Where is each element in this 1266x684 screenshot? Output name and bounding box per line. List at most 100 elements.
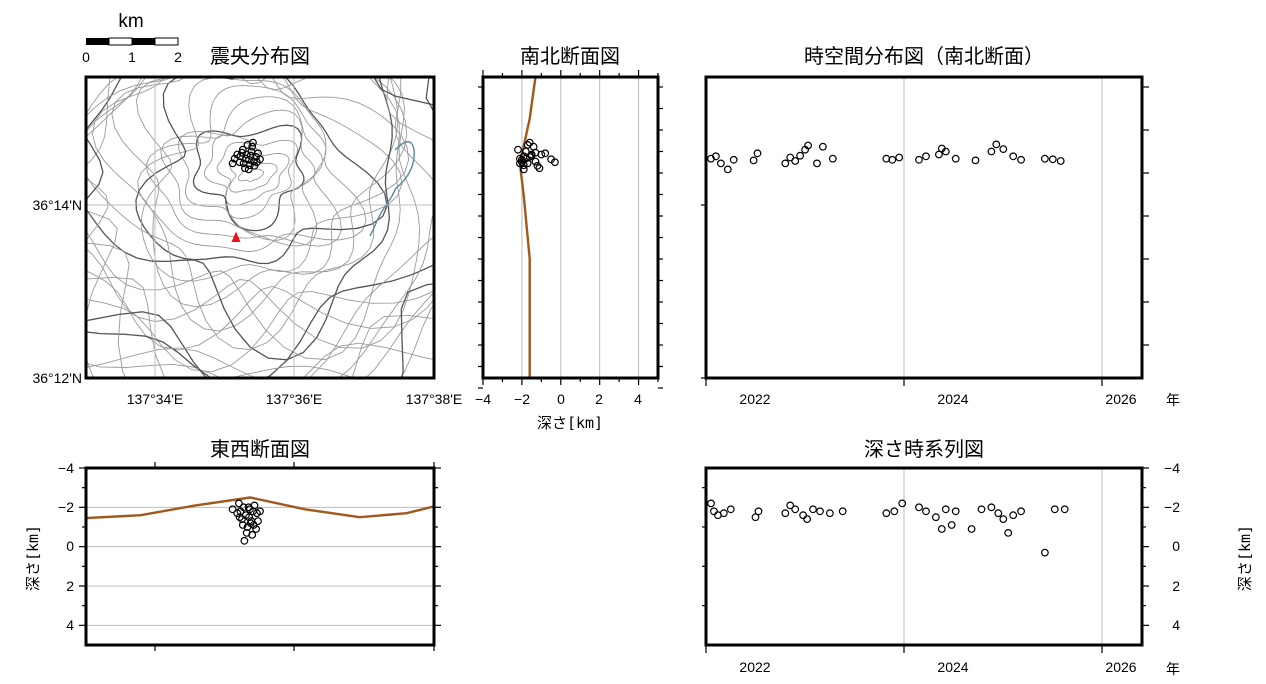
dt-frame: [704, 466, 1144, 647]
st-event-marker: [1017, 155, 1025, 164]
dt-event-marker: [1009, 511, 1018, 520]
ns-event-marker: [516, 159, 524, 168]
dt-event-marker: [937, 525, 946, 533]
depth-time-panel: 深さ時系列図 −4 −2 0 2 4 2022 2024 2026 年 深さ[k…: [702, 437, 1254, 677]
dt-ytick-5: 4: [1172, 617, 1180, 633]
dt-title: 深さ時系列図: [864, 437, 984, 461]
scale-bar-unit: km: [118, 11, 143, 32]
ns-event-marker: [519, 165, 528, 174]
topographic-contours: [86, 77, 434, 378]
st-frame: [704, 75, 1144, 380]
dt-event-marker: [786, 501, 795, 510]
st-event-marker: [828, 154, 837, 163]
ns-event-marker: [531, 157, 540, 166]
contour-line: [145, 85, 342, 247]
st-xtick-1: 2022: [739, 391, 770, 407]
map-title: 震央分布図: [210, 44, 310, 68]
map-event-marker: [238, 145, 247, 154]
scale-bar: km 0 1 2: [82, 11, 182, 65]
map-event-marker: [244, 165, 253, 174]
ns-event-markers: [514, 138, 559, 174]
contour-line: [86, 242, 434, 378]
ew-axis-ticks: [79, 462, 441, 651]
contour-line: [86, 77, 401, 360]
dt-event-markers: [707, 499, 1069, 557]
map-event-marker: [249, 138, 257, 147]
map-event-marker: [248, 142, 257, 151]
ew-event-marker: [254, 517, 262, 525]
epicenter-map-panel: 震央分布図 36°14'N 36°12'N 137°34'E 137°36'E …: [32, 44, 463, 407]
st-event-marker: [791, 157, 800, 165]
map-event-marker: [252, 158, 261, 167]
dt-event-marker: [999, 515, 1008, 523]
dt-event-marker: [781, 509, 790, 518]
st-event-marker: [804, 141, 812, 150]
ns-frame: [481, 75, 660, 380]
dt-event-marker: [898, 499, 907, 508]
st-event-marker: [723, 165, 732, 174]
ew-ylabel: 深さ[km]: [24, 525, 42, 591]
dt-event-marker: [791, 505, 800, 514]
dt-event-marker: [1004, 529, 1013, 537]
ns-xtick-3: 0: [557, 391, 565, 407]
ew-ytick-4: 2: [66, 578, 74, 594]
contour-line: [92, 77, 408, 332]
st-event-marker: [987, 147, 996, 156]
ns-xlabel: 深さ[km]: [537, 414, 603, 432]
st-event-marker: [753, 149, 762, 158]
st-event-marker: [749, 156, 758, 165]
ew-title: 東西断面図: [210, 437, 310, 461]
st-event-marker: [971, 156, 980, 165]
st-event-marker: [813, 159, 821, 168]
contour-line: [302, 342, 434, 378]
contour-line: [351, 314, 434, 378]
st-axis-ticks: [701, 86, 1149, 386]
dt-event-marker: [803, 515, 811, 523]
map-lat-label-2: 36°12'N: [32, 370, 82, 386]
dt-event-marker: [809, 505, 817, 514]
dt-ytick-3: 0: [1172, 538, 1180, 554]
dt-xtick-1: 2022: [739, 659, 770, 675]
contour-line: [86, 77, 421, 349]
st-event-marker: [1056, 157, 1065, 165]
dt-event-marker: [947, 521, 956, 529]
st-event-marker: [1048, 155, 1057, 164]
map-lon-label-3: 137°38'E: [406, 391, 463, 407]
st-event-marker: [915, 155, 923, 164]
dt-event-marker: [726, 505, 735, 514]
st-event-marker: [712, 152, 720, 161]
dt-event-marker: [890, 507, 899, 516]
dt-ylabel: 深さ[km]: [1236, 525, 1254, 591]
ew-event-marker: [234, 499, 243, 508]
contour-line: [86, 210, 434, 378]
contour-line: [137, 77, 367, 253]
dt-ytick-2: −2: [1164, 499, 1180, 515]
ew-ytick-5: 4: [66, 617, 74, 633]
ns-grid: [521, 77, 640, 378]
st-event-marker: [717, 159, 725, 168]
dt-event-marker: [882, 509, 891, 518]
st-event-marker: [1040, 154, 1049, 163]
dt-event-marker: [994, 509, 1003, 518]
ew-event-marker: [243, 523, 252, 531]
st-xtick-2: 2024: [937, 391, 968, 407]
ew-event-marker: [252, 525, 261, 533]
ew-event-marker: [228, 505, 237, 514]
st-event-marker: [796, 151, 804, 160]
ew-event-marker: [240, 536, 249, 545]
map-event-marker: [235, 158, 244, 167]
ew-event-marker: [235, 513, 244, 522]
st-year-unit: 年: [1166, 392, 1180, 408]
contour-line: [135, 77, 388, 265]
ns-event-marker: [535, 164, 544, 173]
st-event-marker: [781, 159, 790, 168]
map-event-marker: [241, 154, 250, 163]
ns-xtick-2: −2: [514, 391, 530, 407]
dt-axis-ticks: [702, 467, 1149, 653]
dt-event-marker: [932, 513, 940, 522]
st-event-marker: [819, 142, 827, 151]
dt-event-marker: [915, 503, 923, 512]
dt-event-marker: [1040, 548, 1049, 557]
dt-event-marker: [987, 503, 996, 512]
ns-event-marker: [514, 145, 522, 154]
